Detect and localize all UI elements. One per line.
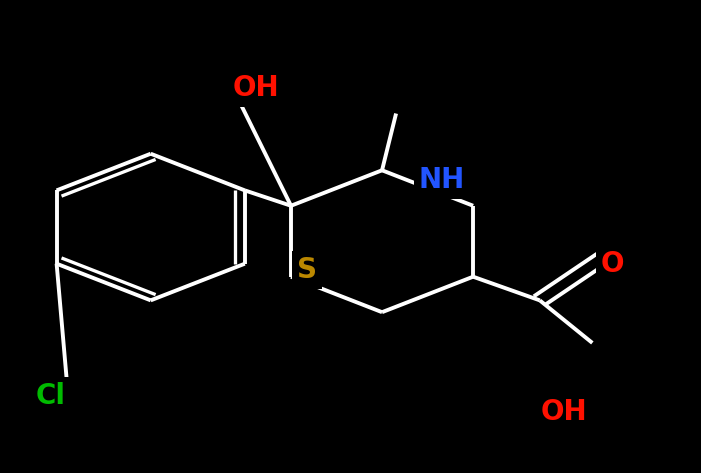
Text: OH: OH — [541, 397, 587, 426]
Text: Cl: Cl — [36, 382, 65, 411]
Text: S: S — [297, 255, 317, 284]
Text: O: O — [601, 250, 625, 278]
Text: NH: NH — [418, 166, 465, 194]
Text: OH: OH — [233, 73, 279, 102]
